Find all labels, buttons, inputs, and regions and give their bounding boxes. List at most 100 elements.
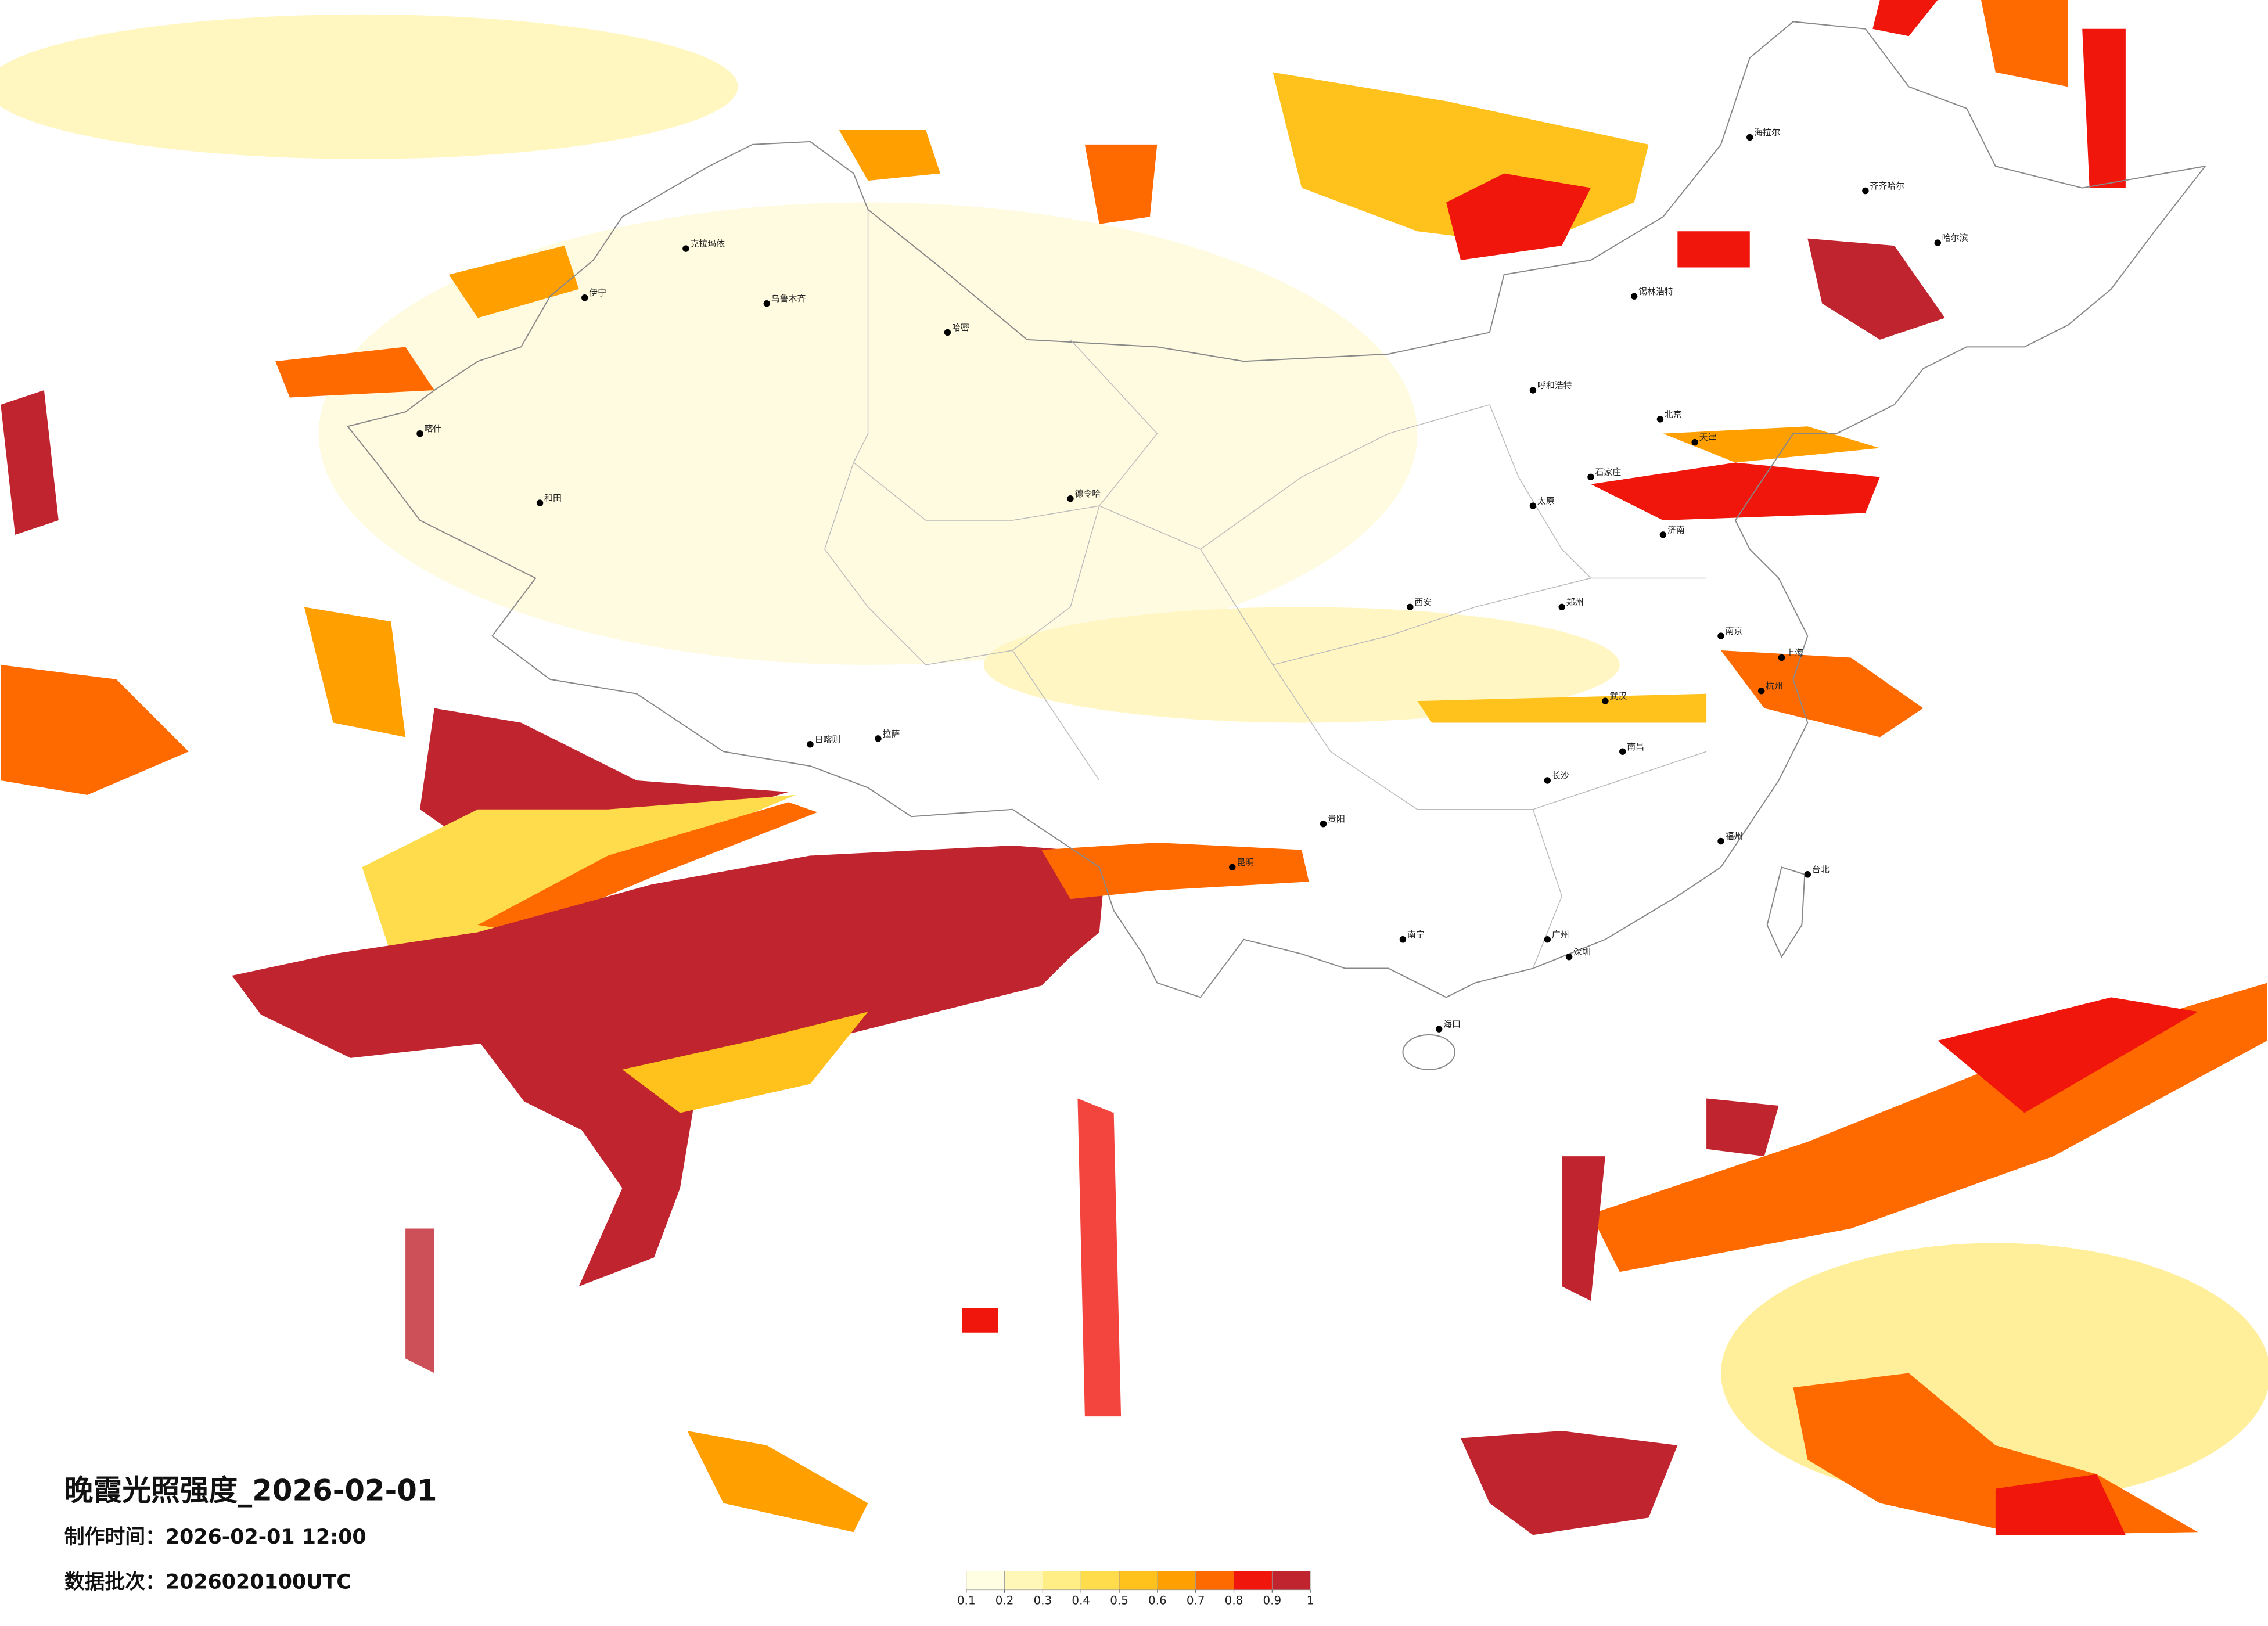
city: 锡林浩特 [1630,286,1673,300]
city: 南京 [1717,626,1742,639]
city-dot [1407,603,1414,611]
city: 乌鲁木齐 [763,293,806,307]
batch: 数据批次：2026020100UTC [64,1570,351,1593]
colorbar-label: 0.2 [995,1594,1014,1607]
patch [1,664,189,795]
production-time: 制作时间：2026-02-01 12:00 [64,1526,366,1549]
city-label: 齐齐哈尔 [1870,181,1904,191]
city-label: 德令哈 [1074,488,1101,499]
patch [1938,997,2198,1113]
patch [1663,426,1880,463]
city-label: 长沙 [1552,771,1569,781]
city: 喀什 [416,423,441,437]
patch [477,802,818,933]
city-label: 济南 [1667,524,1685,535]
city: 贵阳 [1320,814,1345,828]
patch [1084,144,1158,224]
city-dot [1587,473,1594,481]
city: 伊宁 [581,287,606,301]
city: 福州 [1717,831,1742,845]
city-label: 海口 [1443,1019,1461,1030]
city: 天津 [1691,432,1717,446]
colorbar-label: 0.1 [957,1594,976,1607]
city-dot [807,741,814,748]
city-dot [1435,1026,1443,1033]
city-label: 福州 [1725,831,1742,841]
city-dot [1746,134,1753,141]
patch [1562,1156,1605,1301]
city: 广州 [1544,929,1569,943]
city-dot [1619,748,1626,755]
patch [1807,238,1945,340]
city: 齐齐哈尔 [1862,181,1904,195]
city-label: 天津 [1699,432,1717,443]
colorbar-label: 0.3 [1034,1594,1052,1607]
city: 南昌 [1619,742,1644,755]
city-label: 台北 [1812,864,1830,875]
patch [1720,650,1924,738]
city: 太原 [1529,496,1555,509]
city-dot [1529,502,1537,509]
colorbar-swatch [1234,1571,1273,1591]
city-dot [1717,632,1724,639]
city-label: 锡林浩特 [1638,286,1673,297]
colorbar-label: 0.8 [1225,1594,1243,1607]
patch [1,390,59,535]
city-label: 海拉尔 [1754,127,1780,138]
patch [839,130,940,181]
city-dot [1656,416,1664,423]
city-label: 贵阳 [1328,814,1345,824]
city-label: 郑州 [1566,597,1584,607]
colorbar-label: 0.7 [1187,1594,1205,1607]
city-dot [875,735,882,742]
city-dot [1399,936,1407,943]
city-dot [1067,495,1074,502]
colorbar-swatch [966,1571,1005,1591]
patch [1446,173,1591,260]
city: 南宁 [1399,929,1425,943]
patch [1995,1474,2126,1535]
patch [1590,462,1880,520]
patch [1677,231,1750,268]
city-dot [1659,531,1667,538]
colorbar-swatch [1043,1571,1081,1591]
city-dot [1544,936,1551,943]
city-dot [1529,387,1537,394]
colorbar-swatch [1157,1571,1196,1591]
city-dot [1558,603,1565,611]
patch [405,1228,434,1373]
city-label: 南昌 [1627,742,1644,752]
city-dot [536,499,544,506]
city-label: 喀什 [424,423,441,434]
city-label: 广州 [1552,929,1569,940]
colorbar-label: 0.9 [1263,1594,1281,1607]
patch [1706,1098,1779,1157]
patch [275,347,434,398]
field [0,0,2268,1535]
city-dot [1778,654,1785,661]
colorbar-label: 0.4 [1072,1594,1090,1607]
city: 济南 [1659,524,1685,538]
patch [687,1431,868,1533]
colorbar-swatch [1080,1571,1120,1591]
city: 呼和浩特 [1529,380,1572,394]
colorbar-swatch [1119,1571,1158,1591]
city-dot [1804,871,1811,878]
city-dot [581,294,588,301]
city: 海口 [1435,1019,1461,1033]
colorbar-label: 0.5 [1110,1594,1128,1607]
city-label: 和田 [544,493,562,503]
city: 深圳 [1565,947,1591,961]
city: 和田 [536,493,562,506]
city-label: 拉萨 [882,728,900,739]
patch [448,246,579,318]
province-borders [824,209,1707,969]
city-label: 日喀则 [814,734,840,744]
city-dot [1934,239,1942,246]
colorbar-swatch [1271,1571,1311,1591]
colorbar-label: 0.6 [1148,1594,1167,1607]
patch [304,607,406,738]
city-dot [944,329,951,336]
patch [1460,1431,1678,1535]
